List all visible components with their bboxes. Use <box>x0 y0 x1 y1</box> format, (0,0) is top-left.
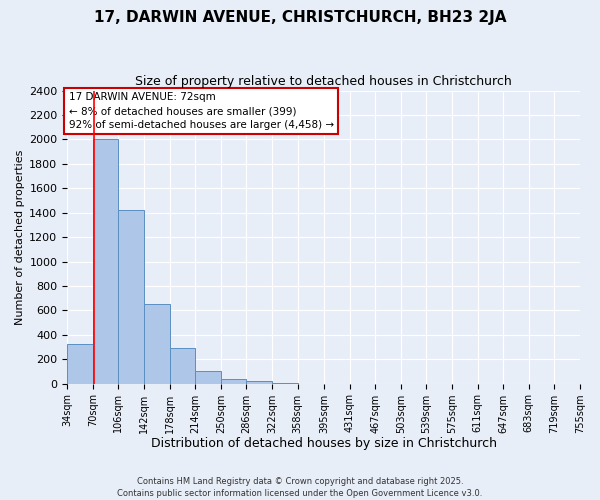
Bar <box>170 348 195 384</box>
Text: Contains HM Land Registry data © Crown copyright and database right 2025.
Contai: Contains HM Land Registry data © Crown c… <box>118 476 482 498</box>
Title: Size of property relative to detached houses in Christchurch: Size of property relative to detached ho… <box>135 75 512 88</box>
Bar <box>247 381 272 384</box>
Bar <box>272 383 298 384</box>
Bar <box>67 344 93 384</box>
Bar <box>144 304 170 384</box>
Bar <box>221 380 247 384</box>
Text: 17 DARWIN AVENUE: 72sqm
← 8% of detached houses are smaller (399)
92% of semi-de: 17 DARWIN AVENUE: 72sqm ← 8% of detached… <box>68 92 334 130</box>
X-axis label: Distribution of detached houses by size in Christchurch: Distribution of detached houses by size … <box>151 437 497 450</box>
Y-axis label: Number of detached properties: Number of detached properties <box>15 150 25 325</box>
Bar <box>118 210 144 384</box>
Text: 17, DARWIN AVENUE, CHRISTCHURCH, BH23 2JA: 17, DARWIN AVENUE, CHRISTCHURCH, BH23 2J… <box>94 10 506 25</box>
Bar <box>93 140 118 384</box>
Bar <box>195 372 221 384</box>
